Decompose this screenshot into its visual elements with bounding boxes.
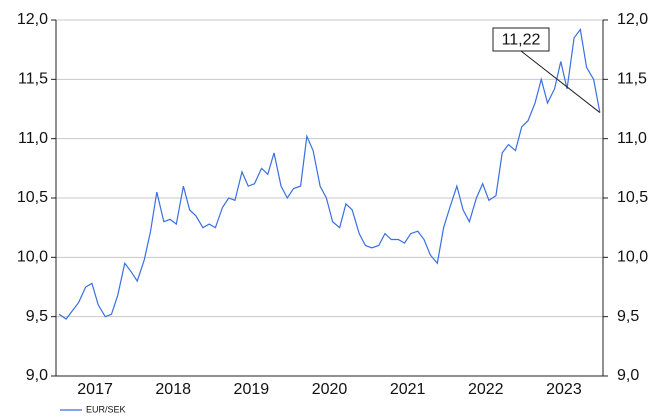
y2-tick-label: 10,0 [617,249,648,266]
y2-tick-label: 10,5 [617,189,648,206]
y2-tick-label: 11,0 [617,130,647,147]
x-tick-label: 2017 [77,381,113,398]
y-tick-label: 9,0 [26,367,48,384]
y-tick-label: 12,0 [17,11,48,28]
y-tick-label: 10,5 [17,189,48,206]
y-tick-label: 9,5 [26,308,48,325]
x-tick-label: 2022 [468,381,504,398]
annotation-leader [520,50,601,113]
y-tick-label: 10,0 [17,249,48,266]
x-tick-label: 2021 [390,381,426,398]
x-tick-label: 2023 [546,381,582,398]
legend-label: EUR/SEK [86,404,126,414]
y-tick-label: 11,5 [18,71,48,88]
y2-tick-label: 11,5 [617,71,647,88]
y-tick-label: 11,0 [18,130,48,147]
y2-tick-label: 9,5 [617,308,639,325]
annotation-box [492,27,550,52]
data-line [58,28,601,320]
x-tick-label: 2018 [155,381,191,398]
y2-tick-label: 9,0 [617,367,639,384]
y2-tick-label: 12,0 [617,11,648,28]
x-tick-label: 2020 [312,381,348,398]
x-tick-label: 2019 [234,381,270,398]
annotation: 11,22 [502,32,541,49]
